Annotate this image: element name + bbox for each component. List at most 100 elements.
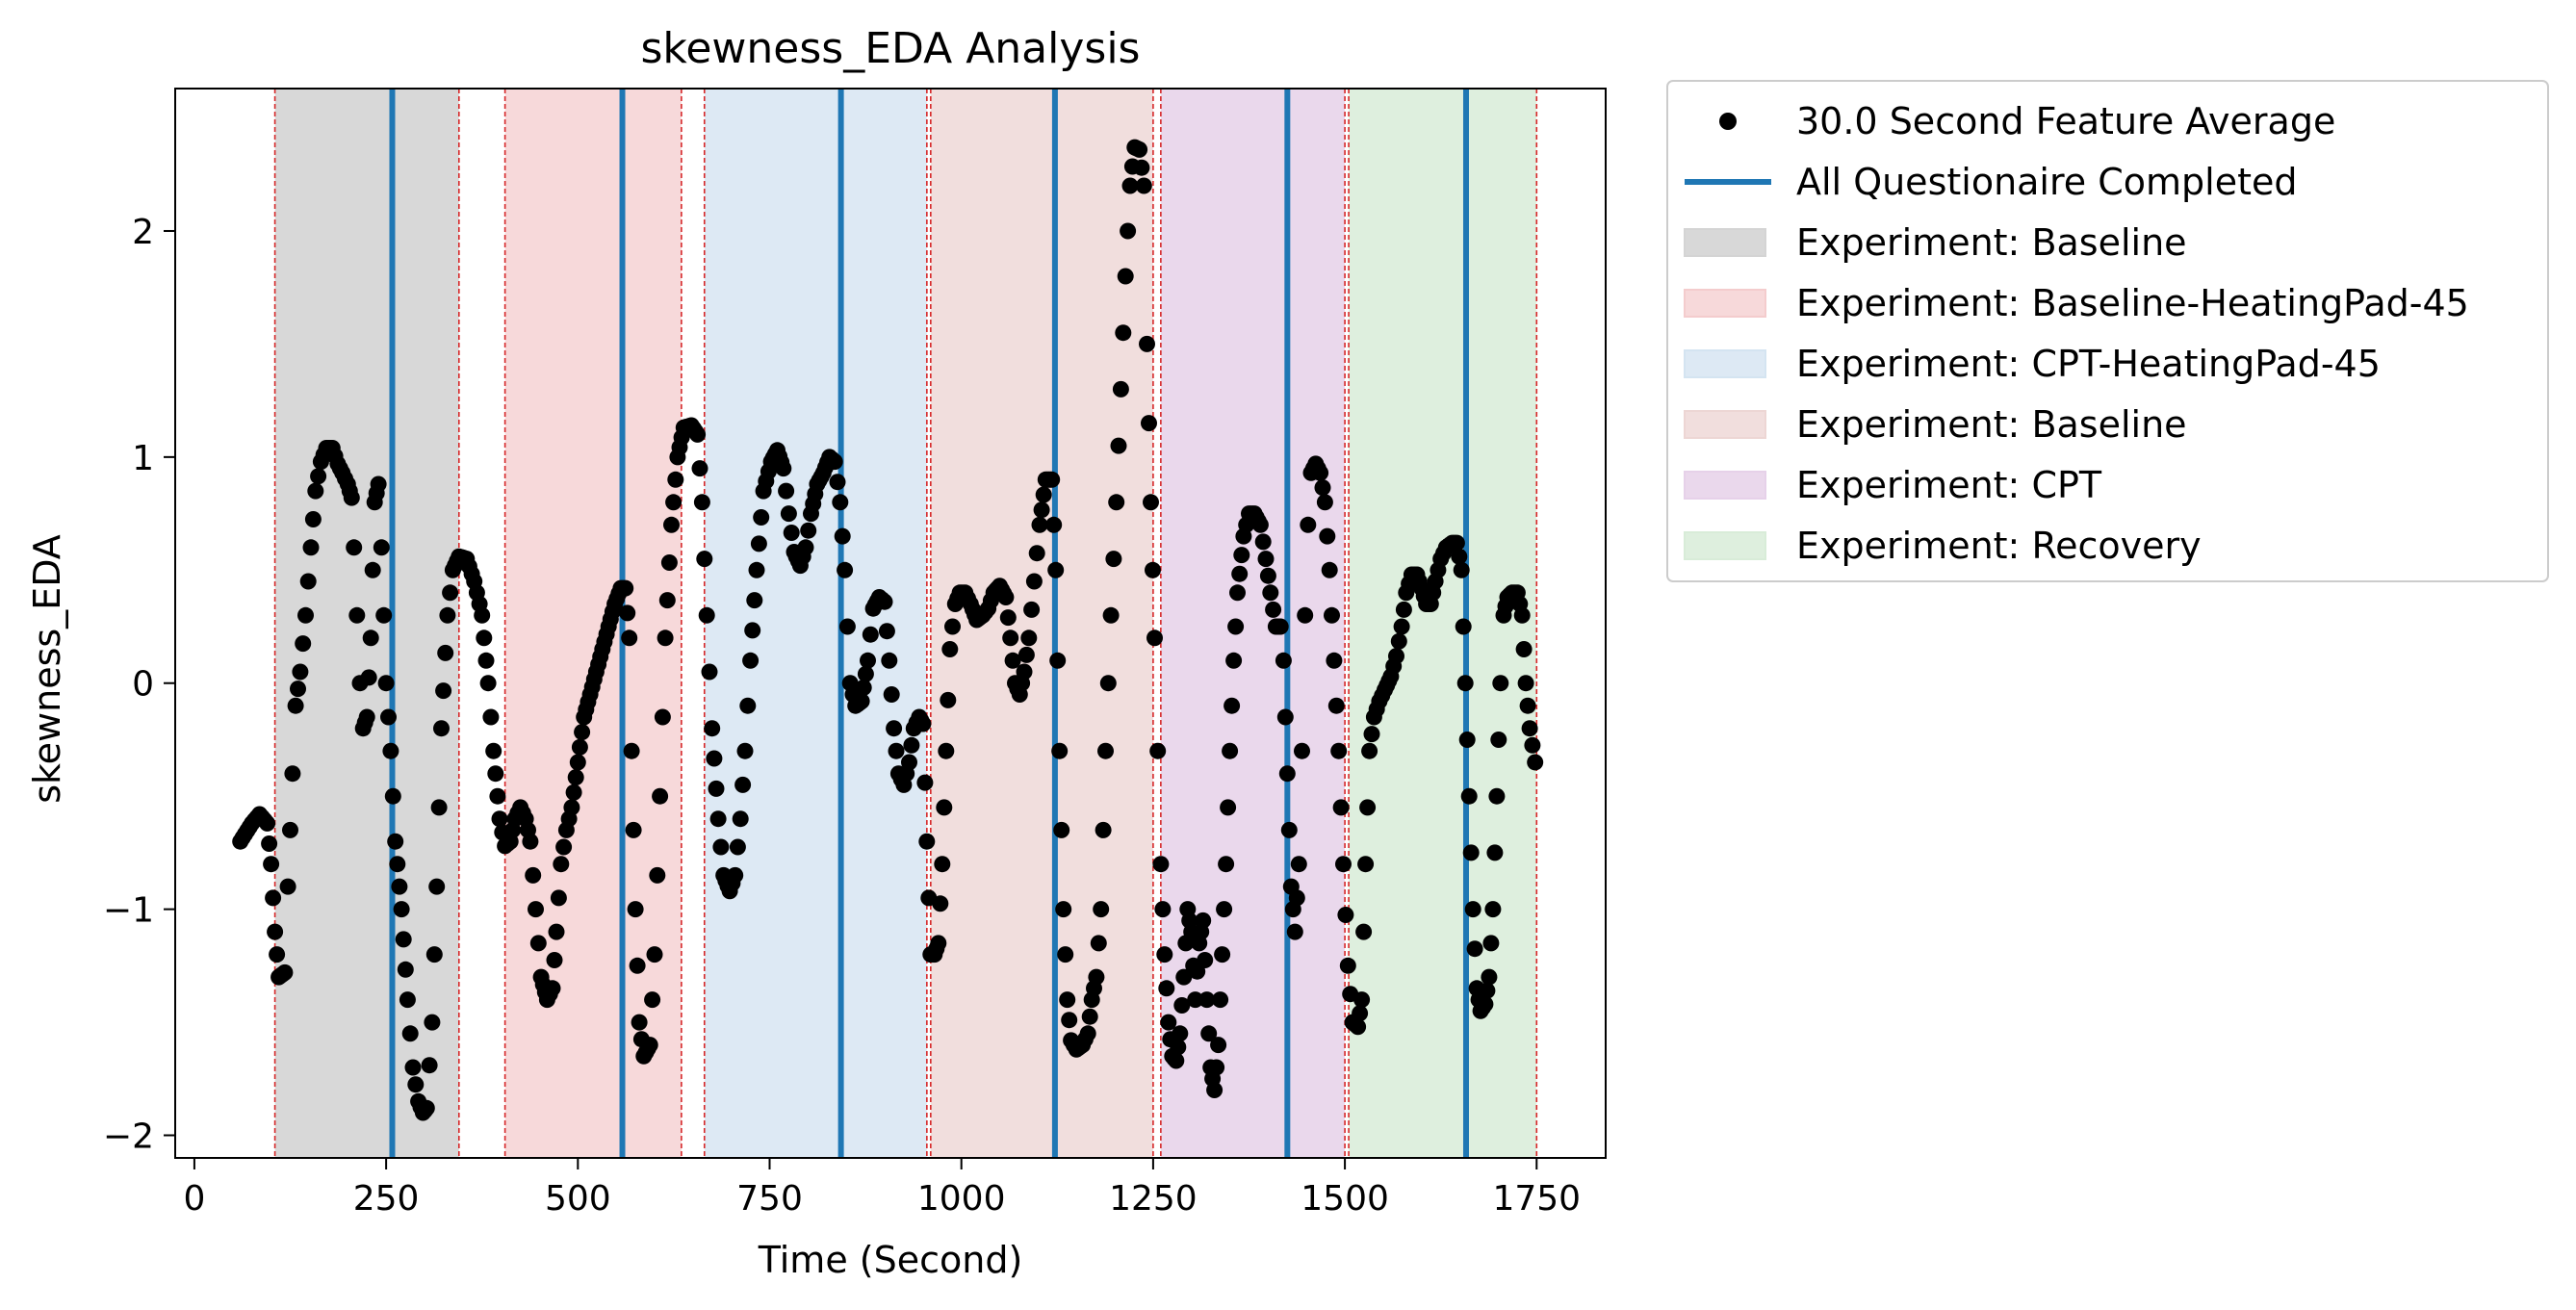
y-tick-label-2: 0 — [132, 665, 154, 705]
data-point-291 — [903, 736, 920, 754]
data-point-431 — [1208, 1059, 1225, 1076]
data-point-226 — [750, 535, 767, 552]
data-point-480 — [1319, 527, 1336, 545]
data-point-344 — [1020, 629, 1038, 647]
data-point-25 — [287, 697, 304, 714]
data-point-469 — [1290, 856, 1307, 873]
legend-swatch-4 — [1684, 410, 1766, 439]
data-point-26 — [290, 681, 306, 698]
data-point-62 — [375, 606, 393, 624]
data-point-467 — [1286, 923, 1303, 940]
data-point-207 — [706, 750, 723, 767]
data-point-543 — [1464, 901, 1481, 918]
data-point-477 — [1312, 464, 1329, 481]
data-point-124 — [522, 833, 539, 850]
data-point-553 — [1484, 901, 1502, 918]
data-point-380 — [1099, 675, 1117, 692]
data-point-472 — [1300, 516, 1317, 533]
data-point-306 — [934, 856, 951, 873]
data-point-15 — [265, 889, 282, 907]
plot-frame — [174, 88, 1607, 1159]
data-point-105 — [476, 629, 493, 647]
data-point-271 — [855, 679, 872, 696]
data-point-206 — [704, 720, 721, 737]
data-point-296 — [914, 715, 932, 732]
data-point-536 — [1451, 548, 1468, 565]
data-point-572 — [1527, 754, 1544, 771]
data-point-182 — [649, 866, 666, 884]
data-point-441 — [1227, 618, 1245, 635]
data-point-346 — [1025, 573, 1043, 590]
phase-boundary-lines — [273, 89, 1538, 1158]
data-point-420 — [1187, 991, 1204, 1009]
data-point-310 — [941, 641, 959, 657]
data-point-72 — [397, 961, 414, 978]
data-point-239 — [780, 505, 797, 523]
data-point-397 — [1141, 415, 1157, 432]
data-point-237 — [775, 460, 792, 477]
data-point-125 — [525, 866, 542, 884]
data-point-33 — [307, 482, 324, 500]
legend-label-6: Experiment: Baseline — [1796, 403, 2187, 446]
data-point-540 — [1458, 732, 1476, 748]
data-point-217 — [729, 838, 746, 856]
data-point-483 — [1326, 652, 1343, 669]
data-point-402 — [1152, 856, 1170, 873]
data-point-64 — [380, 708, 397, 726]
data-point-430 — [1206, 1082, 1224, 1098]
x-tick-label-0: 0 — [183, 1179, 205, 1219]
data-point-550 — [1479, 982, 1496, 999]
x-axis-ticks: 0 250 500 750 1000 1250 1500 1750 — [183, 1158, 1581, 1219]
data-point-414 — [1175, 968, 1193, 986]
x-tick-label-7: 1750 — [1492, 1179, 1581, 1219]
data-point-398 — [1143, 494, 1159, 511]
data-point-173 — [629, 957, 646, 974]
data-point-50 — [348, 606, 366, 624]
data-point-510 — [1388, 648, 1404, 665]
data-point-379 — [1097, 742, 1114, 759]
data-point-260 — [829, 474, 846, 491]
y-tick-label-4: 2 — [132, 213, 154, 252]
data-point-73 — [399, 991, 416, 1009]
data-point-63 — [377, 675, 395, 692]
data-point-496 — [1355, 923, 1373, 940]
data-point-14 — [263, 856, 280, 873]
data-point-185 — [657, 629, 674, 647]
data-point-169 — [621, 629, 638, 647]
data-point-394 — [1133, 159, 1150, 176]
data-point-454 — [1257, 551, 1275, 568]
data-point-462 — [1276, 708, 1294, 726]
data-point-28 — [295, 635, 312, 653]
data-point-202 — [693, 494, 710, 511]
data-point-204 — [698, 606, 715, 624]
data-point-181 — [646, 946, 663, 963]
legend-swatch-3 — [1684, 349, 1766, 378]
data-point-107 — [479, 675, 497, 692]
data-point-360 — [1055, 901, 1072, 918]
data-point-495 — [1353, 991, 1371, 1009]
data-point-403 — [1154, 901, 1172, 918]
data-point-259 — [826, 453, 843, 471]
legend-label-2: All Questionaire Completed — [1796, 161, 2298, 203]
data-point-384 — [1110, 437, 1127, 454]
data-point-470 — [1294, 742, 1310, 759]
x-tick-label-2: 500 — [545, 1179, 611, 1219]
data-point-305 — [932, 895, 949, 912]
legend-marker-point — [1719, 113, 1737, 130]
data-point-381 — [1102, 606, 1120, 624]
data-point-487 — [1335, 856, 1352, 873]
data-point-426 — [1198, 991, 1216, 1009]
data-point-172 — [627, 901, 644, 918]
data-point-263 — [837, 561, 854, 578]
data-point-424 — [1195, 912, 1212, 929]
data-point-23 — [282, 821, 298, 838]
data-point-54 — [358, 708, 375, 726]
data-point-471 — [1297, 606, 1314, 624]
data-point-208 — [708, 780, 725, 797]
data-point-388 — [1120, 222, 1137, 240]
data-point-71 — [395, 931, 412, 948]
data-point-435 — [1216, 901, 1233, 918]
data-point-405 — [1158, 980, 1175, 997]
data-point-542 — [1462, 844, 1480, 861]
